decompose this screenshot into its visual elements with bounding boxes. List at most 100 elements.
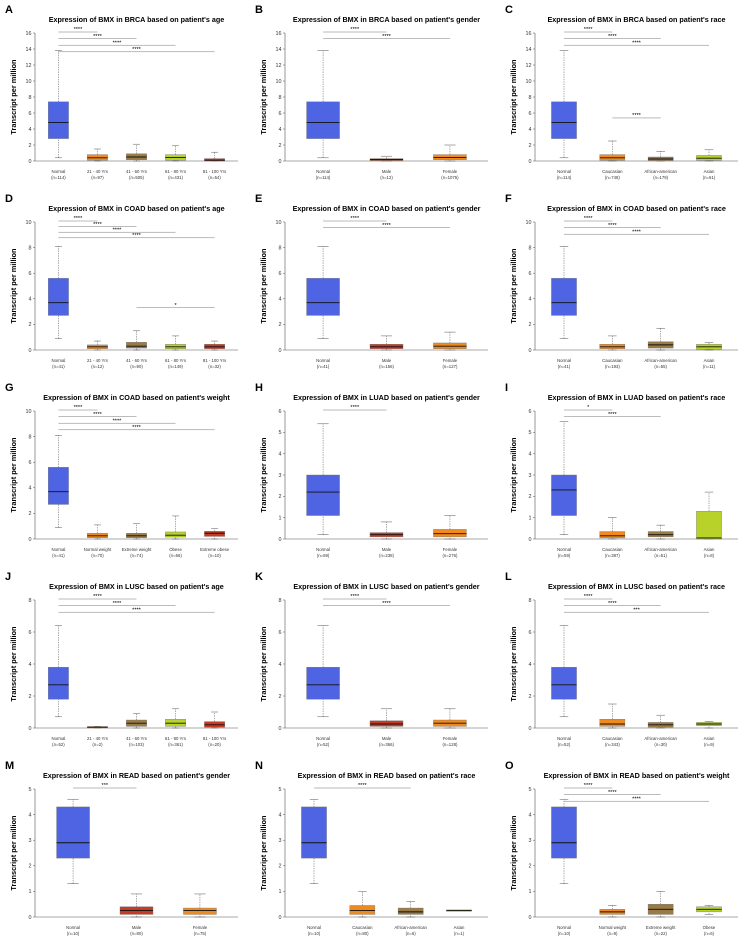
y-tick-label: 5 [279, 787, 282, 793]
category-label: Normal [557, 358, 571, 363]
category-label: Male [132, 925, 142, 930]
category-label: Asian [704, 736, 715, 741]
panel-n: N Expression of BMX in READ based on pati… [255, 760, 488, 936]
category-count: (n=97) [91, 175, 104, 180]
category-label: 41 - 60 Yrs [126, 736, 147, 741]
y-tick-label: 1 [279, 889, 282, 895]
y-tick-label: 1 [279, 515, 282, 521]
box-iqr [647, 531, 674, 538]
category-count: (n=74) [130, 553, 143, 558]
category-count: (n=59) [317, 553, 330, 558]
panel-title: Expression of BMX in LUSC based on patie… [49, 582, 224, 591]
y-axis-label: Transcript per million [509, 248, 518, 324]
panel-i: I Expression of BMX in LUAD based on pati… [505, 382, 738, 558]
category-count: (n=52) [317, 742, 330, 747]
category-count: (n=51) [654, 553, 667, 558]
significance-label: **** [132, 47, 142, 53]
y-tick-label: 2 [529, 694, 532, 700]
box-0 [551, 50, 577, 159]
category-label: Male [382, 736, 392, 741]
y-tick-label: 4 [29, 486, 32, 492]
y-axis-label: Transcript per million [9, 626, 18, 702]
box-iqr [306, 666, 340, 700]
box-0 [306, 50, 340, 159]
significance-label: * [587, 405, 590, 411]
significance-label: *** [102, 783, 109, 789]
box-iqr [551, 278, 577, 316]
category-count: (n=6) [704, 931, 715, 936]
y-tick-label: 3 [279, 473, 282, 479]
box-3 [165, 335, 186, 351]
panel-title: Expression of BMX in BRCA based on patie… [548, 15, 726, 24]
y-axis-label: Transcript per million [509, 437, 518, 513]
y-tick-label: 8 [279, 598, 282, 604]
significance-label: **** [350, 405, 360, 411]
category-label: Female [443, 547, 458, 552]
category-count: (n=41) [52, 364, 65, 369]
y-tick-label: 0 [29, 159, 32, 165]
box-2 [183, 893, 217, 918]
category-count: (n=114) [316, 175, 331, 180]
category-count: (n=41) [317, 364, 330, 369]
box-0 [48, 50, 69, 159]
box-1 [599, 517, 626, 540]
box-0 [306, 423, 340, 535]
panel-title: Expression of BMX in LUSC based on patie… [548, 582, 725, 591]
significance-label: **** [74, 405, 84, 411]
category-count: (n=238) [379, 553, 394, 558]
panel-letter: F [505, 193, 512, 205]
significance-label: **** [632, 229, 642, 235]
significance-label: **** [584, 27, 594, 33]
y-tick-label: 5 [529, 430, 532, 436]
box-0 [48, 435, 69, 528]
box-iqr [696, 511, 722, 540]
panel-letter: G [5, 382, 14, 394]
category-label: Female [443, 169, 458, 174]
box-2 [647, 327, 674, 351]
box-1 [369, 155, 404, 162]
category-label: African-american [644, 358, 677, 363]
panel-letter: K [255, 571, 263, 583]
y-tick-label: 3 [529, 838, 532, 844]
category-label: Normal [66, 925, 80, 930]
y-tick-label: 2 [29, 511, 32, 517]
y-tick-label: 10 [26, 79, 32, 85]
box-0 [551, 798, 577, 884]
box-1 [349, 891, 376, 918]
y-tick-label: 10 [276, 79, 282, 85]
category-label: Caucasian [602, 736, 623, 741]
y-tick-label: 10 [26, 409, 32, 415]
y-tick-label: 5 [529, 787, 532, 793]
y-tick-label: 4 [279, 297, 282, 303]
panel-letter: A [5, 4, 13, 16]
panel-letter: C [505, 4, 513, 16]
significance-label: **** [113, 227, 123, 233]
panel-letter: B [255, 4, 263, 16]
category-count: (n=1075) [441, 175, 459, 180]
category-count: (n=387) [605, 553, 620, 558]
box-2 [126, 330, 147, 351]
box-iqr [48, 278, 69, 316]
box-0 [306, 625, 340, 718]
significance-label: **** [608, 790, 618, 796]
y-tick-label: 6 [529, 409, 532, 415]
y-tick-label: 5 [279, 430, 282, 436]
y-tick-label: 8 [279, 245, 282, 251]
category-count: (n=343) [605, 742, 620, 747]
box-4 [204, 151, 225, 162]
category-label: 81 - 100 Yrs [203, 736, 226, 741]
y-axis-label: Transcript per million [259, 437, 268, 513]
category-label: 41 - 60 Yrs [126, 169, 147, 174]
significance-label: **** [93, 34, 103, 40]
significance-label: **** [350, 594, 360, 600]
y-tick-label: 4 [29, 812, 32, 818]
y-tick-label: 12 [276, 63, 282, 69]
y-tick-label: 10 [26, 220, 32, 226]
category-label: Obese [703, 925, 716, 930]
y-tick-label: 10 [526, 79, 532, 85]
panel-k: K Expression of BMX in LUSC based on pati… [255, 571, 488, 747]
category-label: 61 - 80 Yrs [165, 169, 186, 174]
significance-label: **** [74, 216, 84, 222]
panel-letter: M [5, 760, 14, 772]
category-count: (n=2) [92, 742, 103, 747]
